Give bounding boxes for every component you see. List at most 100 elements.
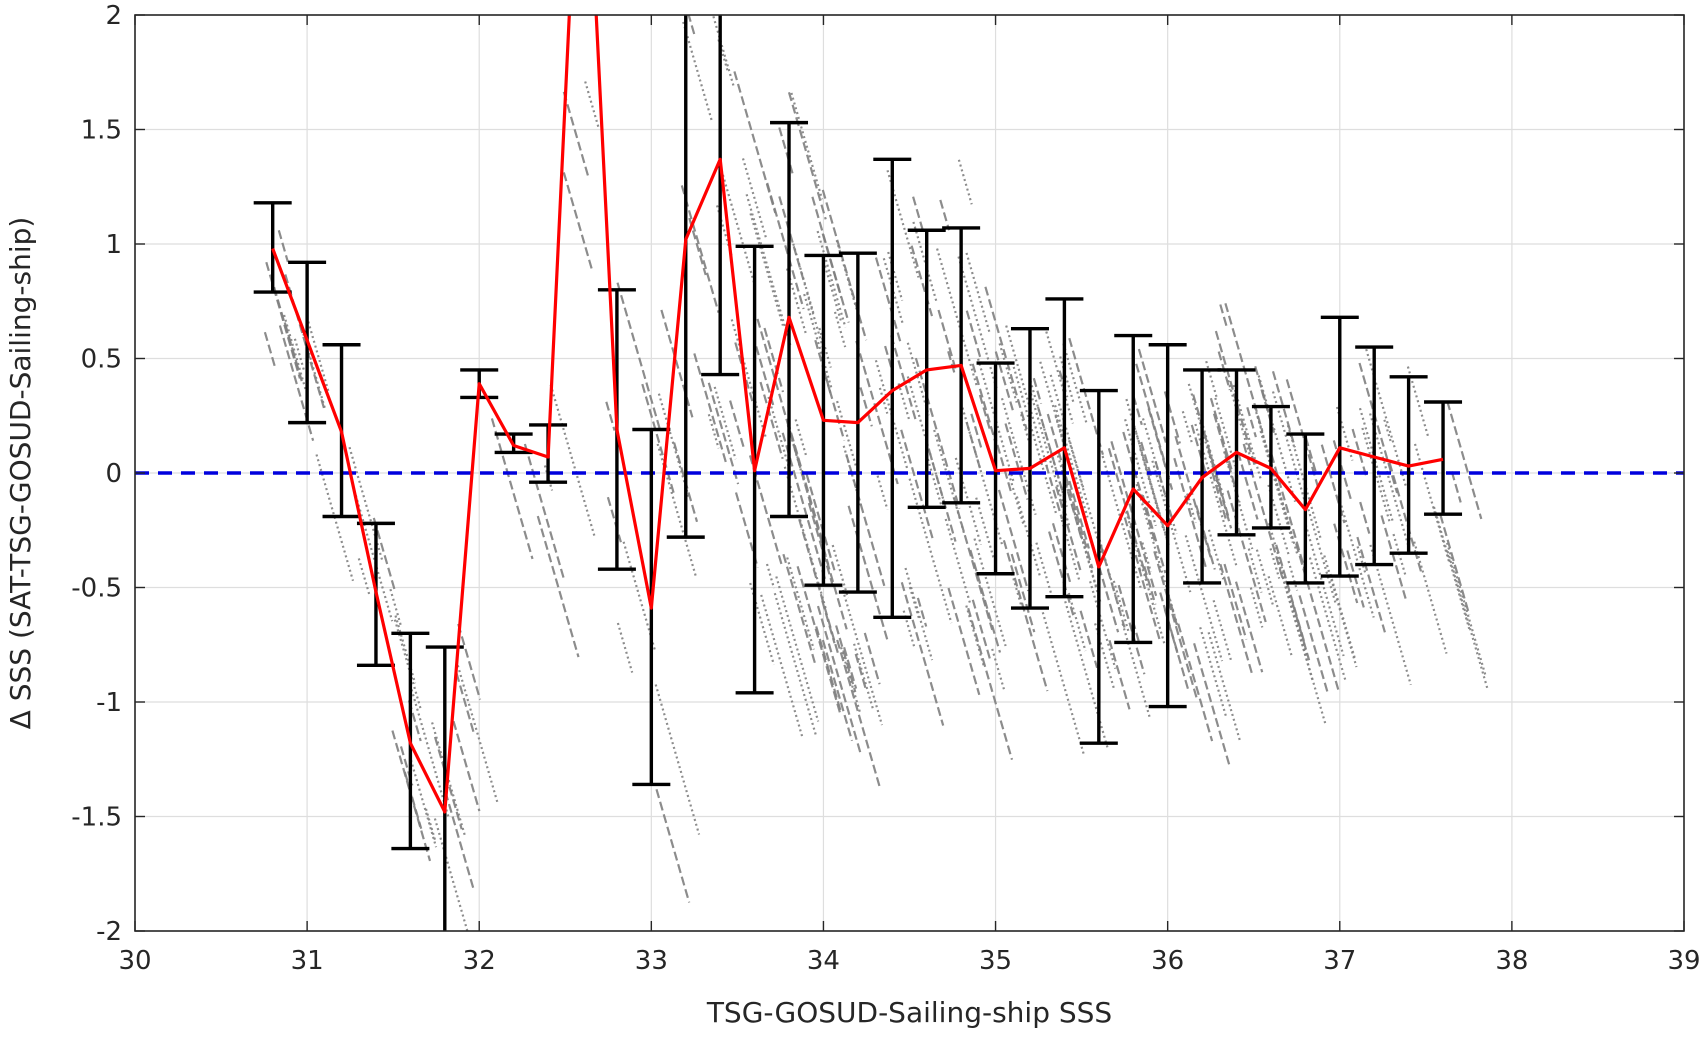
scatter-streak — [914, 357, 961, 509]
scatter-streak — [1139, 448, 1165, 530]
scatter-streak — [1253, 406, 1299, 557]
y-tick-label: -2 — [96, 917, 122, 947]
scatter-streak — [562, 91, 590, 177]
scatter-streak — [1035, 542, 1053, 595]
scatter-streak — [409, 759, 438, 848]
scatter-streak — [765, 563, 776, 589]
scatter-streak — [927, 449, 957, 542]
scatter-streak — [876, 475, 889, 510]
scatter-streak — [605, 401, 616, 431]
scatter-streak — [807, 502, 836, 591]
scatter-streak — [1135, 483, 1179, 625]
scatter-streak — [970, 413, 983, 449]
scatter-streak — [654, 684, 701, 835]
scatter-streak — [1323, 555, 1358, 668]
scatter-streak — [793, 446, 830, 566]
scatter-streak — [1010, 553, 1036, 633]
scatter-streak — [655, 788, 691, 903]
scatter-streak — [811, 196, 850, 323]
scatter-streak — [1177, 623, 1214, 742]
scatter-streak — [775, 576, 820, 722]
scatter-streak — [357, 558, 371, 595]
scatter-streak — [842, 445, 863, 507]
scatter-streak — [926, 458, 943, 508]
scatter-streak — [821, 639, 854, 742]
scatter-streak — [816, 230, 847, 328]
scatter-streak — [1079, 610, 1099, 669]
scatter-streak — [1051, 522, 1072, 585]
scatter-streak — [1359, 501, 1371, 534]
scatter-streak — [1380, 515, 1407, 599]
scatter-streak — [1012, 366, 1058, 515]
scatter-streak — [389, 588, 403, 628]
scatter-streak — [1450, 471, 1462, 503]
y-tick-label: 1.5 — [81, 116, 122, 146]
scatter-streak — [1271, 391, 1306, 501]
scatter-streak — [1224, 302, 1264, 432]
scatter-streak — [1406, 366, 1430, 437]
scatter-streak — [457, 623, 482, 700]
x-tick-label: 34 — [807, 946, 840, 976]
scatter-streak — [1332, 440, 1352, 500]
mean-line — [271, 15, 1444, 814]
scatter-streak — [1432, 506, 1471, 630]
scatter-streak — [952, 497, 994, 631]
x-tick-label: 35 — [979, 946, 1012, 976]
x-tick-label: 37 — [1323, 946, 1356, 976]
scatter-streak — [900, 581, 945, 726]
scatter-streak — [967, 607, 1014, 761]
scatter-streak — [786, 557, 815, 650]
scatter-streak — [424, 808, 437, 841]
scatter-streak — [998, 343, 1018, 403]
scatter-streak — [1369, 413, 1411, 549]
x-tick-label: 31 — [291, 946, 324, 976]
error-bar — [666, 15, 705, 539]
scatter-streak — [1184, 535, 1224, 662]
x-tick-label: 30 — [118, 946, 151, 976]
scatter-streak — [1446, 400, 1483, 520]
scatter-streak — [843, 646, 858, 689]
scatter-streak — [749, 582, 775, 666]
scatter-streak — [1234, 581, 1264, 673]
scatter-streak — [759, 381, 784, 460]
scatter-streak — [1125, 511, 1166, 646]
scatter-streak — [1187, 383, 1222, 493]
scatter-streak — [1446, 551, 1489, 689]
scatter-streak — [1122, 431, 1157, 544]
scatter-streak — [1193, 642, 1231, 768]
scatter-streak — [707, 382, 740, 485]
scatter-streak — [936, 248, 978, 387]
scatter-streak — [1267, 575, 1293, 658]
scatter-streak — [971, 363, 997, 444]
scatter-streak — [991, 648, 1006, 691]
y-axis-ticks: -2 -1.5 -1 -0.5 0 0.5 1 1.5 2 — [71, 1, 1684, 947]
scatter-streak — [1249, 587, 1264, 628]
scatter-streak — [715, 205, 733, 257]
scatter-streak — [1174, 435, 1213, 560]
scatter-streak — [1207, 631, 1241, 741]
scatter-streak — [766, 182, 805, 310]
scatter-streak — [622, 541, 657, 651]
scatter-streak — [840, 646, 861, 713]
scatter-streak — [1140, 441, 1153, 478]
scatter-streak — [1446, 542, 1487, 677]
scatter-streak — [977, 358, 1016, 484]
scatter-streak — [939, 199, 951, 231]
x-tick-label: 33 — [635, 946, 668, 976]
scatter-streak — [1124, 418, 1157, 527]
scatter-streak — [1207, 529, 1225, 580]
scatter-streak — [1040, 607, 1086, 756]
scatter-streak — [1163, 391, 1181, 444]
y-tick-label: -1 — [96, 688, 122, 718]
scatter-streak — [836, 400, 858, 467]
scatter-streak — [1219, 563, 1254, 677]
scatter-streak — [971, 599, 992, 660]
scatter-streak — [1098, 539, 1121, 610]
scatter-streak — [606, 496, 622, 543]
scatter-streak — [975, 497, 995, 558]
scatter-streak — [490, 418, 534, 560]
scatter-streak — [1112, 580, 1131, 634]
scatter-streak — [433, 736, 463, 830]
scatter-streak — [394, 615, 417, 684]
